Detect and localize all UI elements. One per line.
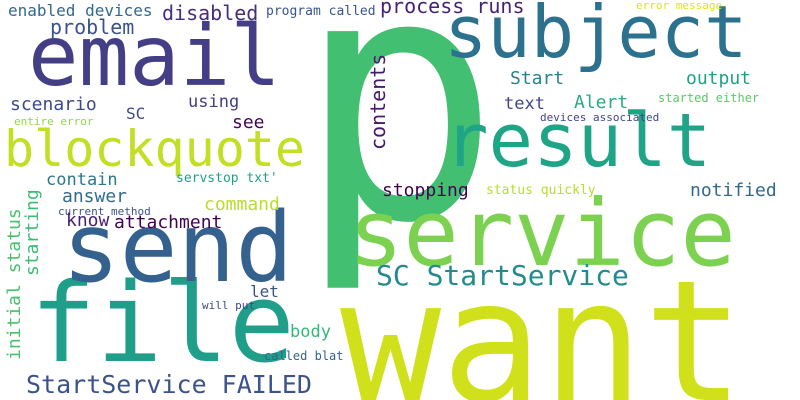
word-alert: Alert — [574, 92, 629, 113]
word-know: know — [66, 210, 110, 231]
word-will-put: will put — [202, 299, 255, 312]
word-started-either: started either — [658, 91, 760, 105]
word-blockquote: blockquote — [4, 120, 306, 178]
word-startservice-failed: StartService FAILED — [26, 370, 312, 399]
word-called-blat: called blat — [264, 349, 344, 363]
word-want: want — [340, 244, 745, 400]
word-subject: subject — [444, 0, 748, 74]
word-answer: answer — [62, 186, 128, 207]
word-output: output — [686, 68, 752, 89]
word-stopping: stopping — [382, 180, 469, 201]
word-process-runs: process runs — [380, 0, 525, 18]
word-see: see — [232, 112, 265, 133]
word-email: email — [28, 7, 281, 105]
word-p: p — [296, 0, 501, 298]
word-contain: contain — [46, 170, 118, 190]
word-status-quickly: status quickly — [486, 183, 596, 198]
word-service: service — [348, 180, 736, 287]
word-contents: contents — [366, 53, 390, 150]
word-attachment: attachment — [114, 212, 223, 233]
word-starting: starting — [22, 189, 43, 276]
word-disabled: disabled — [162, 1, 259, 25]
word-enabled-devices: enabled devices — [8, 1, 153, 20]
word-result: result — [444, 98, 712, 184]
word-command: command — [204, 194, 280, 215]
word-current-method: current method — [58, 205, 151, 218]
word-entire-error: entire error — [14, 115, 94, 128]
word-file: file — [30, 259, 295, 387]
word-body: body — [290, 322, 331, 342]
word-problem: problem — [50, 15, 135, 39]
word-error-message: error message — [636, 0, 723, 12]
word-notified: notified — [690, 180, 777, 201]
word-let: let — [250, 282, 279, 301]
word-sc: SC — [126, 104, 146, 123]
word-using: using — [188, 92, 240, 112]
word-text: text — [504, 94, 545, 114]
word-servstop-txt: servstop txt' — [176, 171, 278, 186]
word-sc-startservice: SC StartService — [376, 259, 629, 292]
word-scenario: scenario — [10, 94, 97, 115]
word-send: send — [62, 192, 294, 304]
word-start: Start — [510, 68, 565, 89]
word-devices-associated: devices associated — [540, 111, 660, 124]
word-program-called: program called — [266, 4, 376, 19]
